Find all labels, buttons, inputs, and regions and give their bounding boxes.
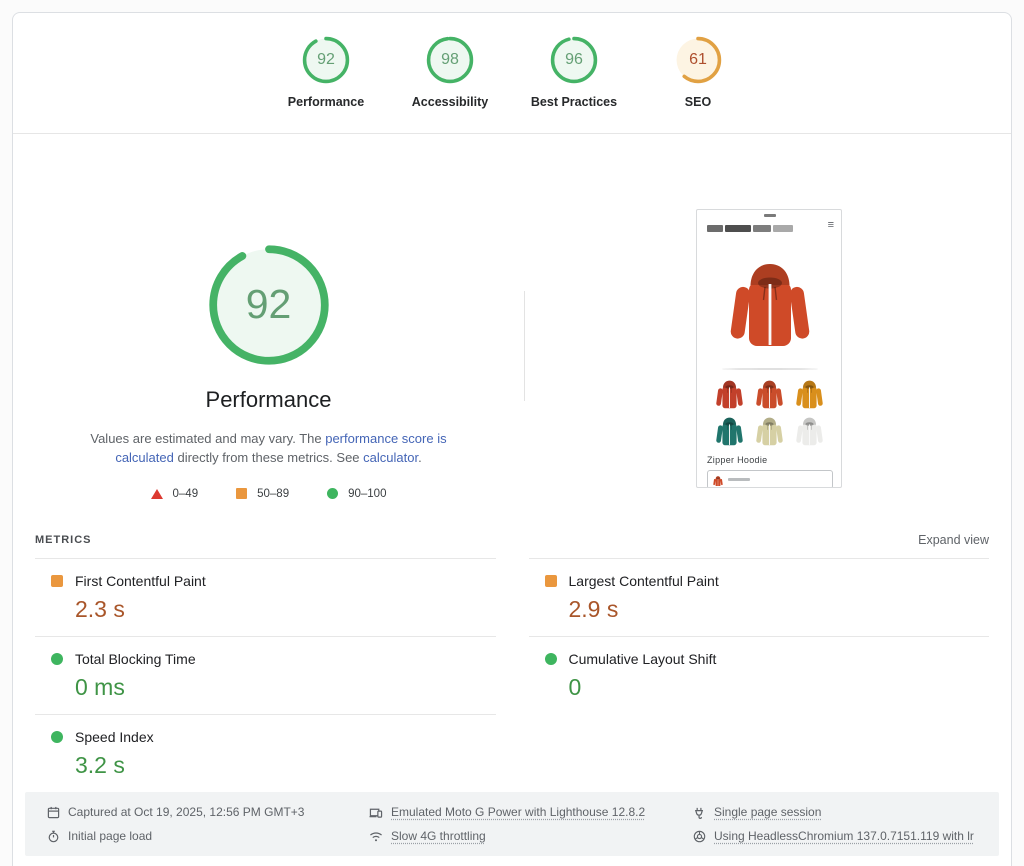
description-text: Values are estimated and may vary. The [90,430,326,446]
performance-category-section: 92 Performance Values are estimated and … [13,134,1011,525]
metric-value: 0 [568,674,582,701]
calendar-icon [47,806,60,818]
metric-name: Cumulative Layout Shift [568,651,717,668]
color-swatch [714,380,745,411]
product-hero-image [730,252,810,364]
performance-score-label: Performance [287,95,365,109]
metrics-heading: METRICS [35,534,92,547]
calculator-link[interactable]: calculator [363,449,419,465]
bottom-bar-text [728,477,750,481]
emulated-device-icon [369,808,383,818]
color-swatch [754,380,785,411]
metrics-section: METRICS Expand view First Contentful Pai… [13,524,1011,792]
good-circle-icon [327,488,339,500]
legend-range-label: 0–49 [172,487,199,500]
performance-gauge-large: 92 [207,243,331,367]
lighthouse-report-card: 92 Performance 98 Accessibility 96 Best … [12,12,1012,866]
thumbnail-status-dash [764,213,776,217]
session-type-item[interactable]: Single page session [693,805,999,819]
accessibility-gauge-small: 98 [425,35,475,85]
expand-view-button[interactable]: Expand view [918,533,989,548]
captured-at-text: Captured at Oct 19, 2025, 12:56 PM GMT+3 [68,805,305,820]
metric-name: Total Blocking Time [75,651,196,668]
metric-marker-icon [51,731,63,744]
thumbnail-navbar [707,224,793,233]
product-name: Zipper Hoodie [707,454,768,465]
score-gauge-seo[interactable]: 61 SEO [650,35,746,109]
score-scale-legend: 0–49 50–89 90–100 [13,488,524,500]
seo-score-value: 61 [689,51,707,68]
browser-item[interactable]: Using HeadlessChromium 137.0.7151.119 wi… [693,829,999,843]
category-title: Performance [205,386,332,412]
chromium-icon [693,830,706,842]
metric-first-contentful-paint: First Contentful Paint 2.3 s [35,558,496,636]
metric-largest-contentful-paint: Largest Contentful Paint 2.9 s [528,558,989,636]
legend-fail-range: 0–49 [150,487,199,500]
color-swatch [794,417,825,448]
legend-range-label: 90–100 [348,487,387,500]
fail-triangle-icon [150,488,163,499]
metric-marker-icon [544,575,557,588]
best-practices-score-label: Best Practices [530,95,618,109]
average-square-icon [236,488,248,500]
score-gauge-accessibility[interactable]: 98 Accessibility [402,35,498,109]
color-swatch [794,380,825,411]
metrics-grid: First Contentful Paint 2.3 s Largest Con… [35,558,989,792]
metric-name: Speed Index [75,729,154,746]
legend-good-range: 90–100 [327,488,386,500]
metric-speed-index: Speed Index 3.2 s [35,714,496,792]
emulated-device-text: Emulated Moto G Power with Lighthouse 12… [391,805,646,820]
performance-gauge-large-value: 92 [245,281,292,328]
score-gauge-performance[interactable]: 92 Performance [278,35,374,109]
report-footer: Captured at Oct 19, 2025, 12:56 PM GMT+3… [25,792,999,856]
initial-page-load-text: Initial page load [68,829,153,844]
description-text: . [418,449,422,465]
metric-name: Largest Contentful Paint [568,573,719,590]
captured-at-item: Captured at Oct 19, 2025, 12:56 PM GMT+3 [47,805,369,819]
accessibility-score-label: Accessibility [411,95,489,109]
metric-marker-icon [51,575,63,588]
best-practices-score-value: 96 [565,51,583,68]
performance-score-calc-link[interactable]: performance score is calculated [115,430,447,465]
metric-value: 0 ms [75,674,125,701]
product-shadow [722,367,818,370]
score-summary: 92 Performance 98 Accessibility 96 Best … [13,13,1011,134]
color-swatch [714,417,745,448]
legend-average-range: 50–89 [236,488,289,500]
metric-cumulative-layout-shift: Cumulative Layout Shift 0 [528,636,989,714]
page-screenshot-thumbnail[interactable]: ≡ Zipper Hoodie [696,208,842,488]
metric-name: First Contentful Paint [75,573,206,590]
metric-value: 3.2 s [75,752,125,779]
seo-gauge-small: 61 [673,35,723,85]
network-throttle-icon [370,831,382,841]
section-vertical-divider [524,290,525,401]
throttling-item[interactable]: Slow 4G throttling [369,829,693,843]
session-type-text: Single page session [714,805,822,820]
performance-score-value: 92 [317,51,335,68]
metric-value: 2.3 s [75,596,125,623]
best-practices-gauge-small: 96 [549,35,599,85]
emulated-device-item[interactable]: Emulated Moto G Power with Lighthouse 12… [369,805,693,819]
category-description: Values are estimated and may vary. The p… [63,429,474,467]
color-swatch [754,417,785,448]
throttling-text: Slow 4G throttling [391,829,486,844]
accessibility-score-value: 98 [441,51,459,68]
metric-marker-icon [51,653,63,666]
metric-total-blocking-time: Total Blocking Time 0 ms [35,636,496,714]
hamburger-menu-icon: ≡ [827,218,834,231]
plug-icon [694,807,704,819]
performance-gauge-small: 92 [301,35,351,85]
thumbnail-bottom-bar [707,469,833,487]
metric-value: 2.9 s [568,596,619,623]
metric-marker-icon [544,653,557,666]
initial-page-load-item: Initial page load [47,829,369,843]
stopwatch-icon [48,830,59,842]
seo-score-label: SEO [684,95,712,109]
color-swatch-grid [714,380,826,448]
legend-range-label: 50–89 [257,487,290,500]
mini-hoodie-icon [713,474,723,486]
browser-text: Using HeadlessChromium 137.0.7151.119 wi… [714,829,974,844]
description-text: directly from these metrics. See [173,449,364,465]
score-gauge-best-practices[interactable]: 96 Best Practices [526,35,622,109]
